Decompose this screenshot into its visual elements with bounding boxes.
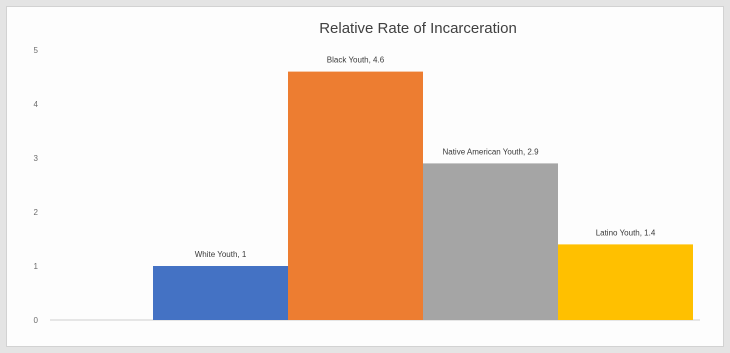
- y-tick-label: 1: [34, 262, 39, 271]
- y-tick-label: 4: [34, 100, 39, 109]
- y-tick-label: 2: [34, 208, 39, 217]
- data-label: Latino Youth, 1.4: [596, 228, 656, 237]
- data-label: Native American Youth, 2.9: [442, 147, 539, 156]
- data-labels: White Youth, 1 Black Youth, 4.6 Native Ame…: [195, 56, 656, 259]
- y-tick-label: 5: [34, 46, 39, 55]
- data-label: White Youth, 1: [195, 250, 247, 259]
- bar-native-american-youth: [423, 163, 558, 320]
- bar-latino-youth: [558, 244, 693, 320]
- y-tick-label: 0: [34, 316, 39, 325]
- bar-white-youth: [153, 266, 288, 320]
- bar-series: [153, 71, 693, 320]
- chart-title: Relative Rate of Incarceration: [319, 20, 517, 37]
- y-tick-label: 3: [34, 154, 39, 163]
- y-axis: 0 1 2 3 4 5: [34, 46, 39, 325]
- data-label: Black Youth, 4.6: [327, 56, 385, 65]
- bar-black-youth: [288, 71, 423, 320]
